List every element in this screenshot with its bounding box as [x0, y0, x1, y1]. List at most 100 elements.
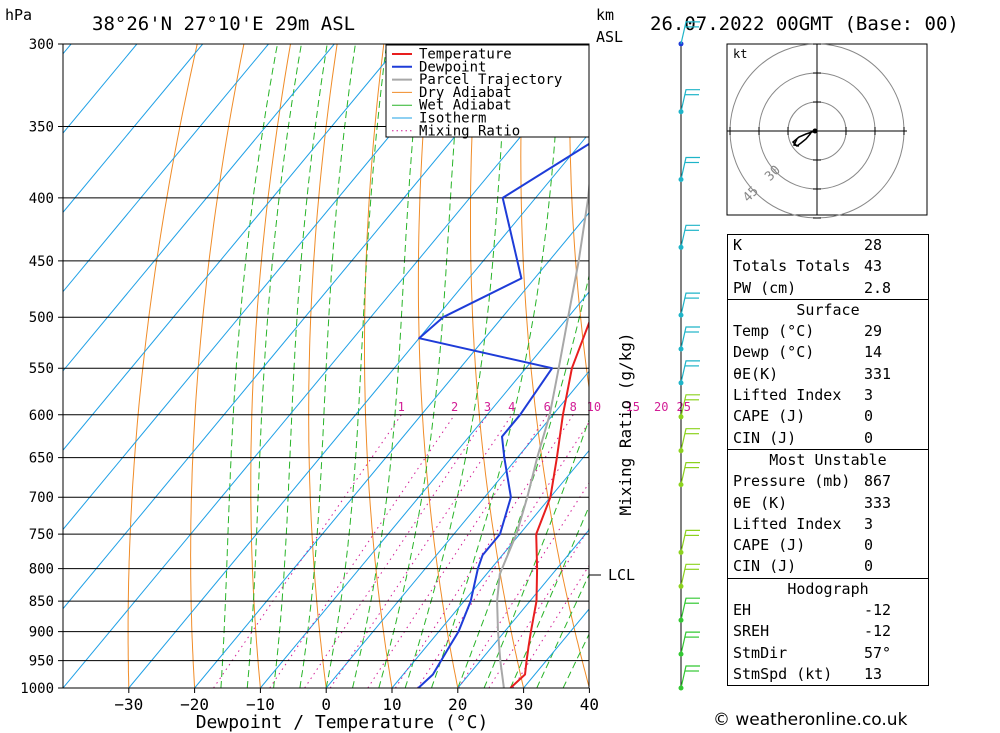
dry-adiabat-line	[308, 44, 338, 688]
mixing-ratio-line	[367, 414, 548, 688]
pressure-tick-label: 550	[29, 361, 54, 377]
dry-adiabat-line	[127, 44, 198, 688]
dry-adiabat-line	[990, 44, 1000, 688]
hodograph-ticks	[729, 43, 905, 219]
wind-barb	[680, 89, 700, 112]
mixing-ratio-tick-label: 15	[626, 400, 640, 414]
dewpoint-line	[417, 142, 589, 688]
lcl-label: LCL	[608, 566, 635, 584]
isotherm-line	[63, 53, 589, 688]
mixing-ratio-tick-label: 3	[484, 400, 491, 414]
x-tick-label: 40	[580, 695, 599, 714]
x-axis-label: Dewpoint / Temperature (°C)	[196, 712, 489, 733]
hodograph-trace	[792, 138, 800, 147]
x-tick-label: 30	[514, 695, 533, 714]
x-tick-label: 20	[448, 695, 467, 714]
most-unstable-row: θE (K) 333	[733, 493, 892, 512]
wind-barb	[680, 21, 700, 45]
pressure-tick-label: 1000	[20, 681, 54, 697]
index-row-k: K 28	[733, 236, 883, 254]
most-unstable-row: Lifted Index 3	[733, 514, 874, 533]
surface-row: Temp (°C) 29	[733, 322, 883, 341]
hodograph-table-title: Hodograph	[728, 577, 928, 600]
isotherm-line	[260, 291, 589, 688]
mixing-ratio-tick-label: 2	[451, 400, 458, 414]
mixing-ratio-line	[304, 414, 488, 688]
dry-adiabat-line	[943, 44, 1000, 688]
pressure-tick-label: 300	[29, 37, 54, 53]
wind-barb	[680, 631, 700, 655]
x-tick-label: −30	[114, 695, 143, 714]
isotherm-line	[194, 212, 589, 688]
surface-title: Surface	[728, 298, 928, 321]
x-tick-label: 0	[321, 695, 331, 714]
wind-barb	[680, 563, 700, 587]
hodograph-frame	[726, 43, 928, 216]
wind-barb	[680, 529, 700, 553]
dry-adiabat-line	[250, 44, 291, 688]
wind-barb	[680, 597, 700, 621]
pressure-tick-label: 350	[29, 119, 54, 135]
parcel-trajectory-line	[496, 178, 589, 688]
credit-link[interactable]: © weatheronline.co.uk	[713, 710, 908, 730]
wet-adiabat-line	[431, 44, 563, 688]
isotherm-line	[63, 44, 204, 214]
legend-entry: Mixing Ratio	[419, 123, 520, 139]
height-unit-label-asl: ASL	[596, 28, 623, 46]
mixing-ratio-line	[213, 414, 402, 688]
mixing-ratio-tick-label: 20	[654, 400, 668, 414]
mixing-ratio-tick-label: 10	[587, 400, 601, 414]
temperature-line	[509, 320, 589, 688]
pressure-tick-label: 950	[29, 654, 54, 670]
pressure-tick-label: 750	[29, 527, 54, 543]
pressure-tick-label: 850	[29, 594, 54, 610]
isotherm-line	[457, 529, 589, 688]
mixing-ratio-tick-label: 1	[398, 400, 405, 414]
surface-row: Dewp (°C) 14	[733, 343, 883, 362]
hodograph: kt 30 45	[726, 43, 928, 219]
legend-entry: Wet Adiabat	[419, 98, 512, 114]
hodograph-row: SREH -12	[733, 622, 892, 641]
isotherms	[63, 44, 589, 688]
wind-barb	[680, 665, 700, 689]
profile-lines	[417, 142, 589, 688]
location-title: 38°26'N 27°10'E 29m ASL	[92, 13, 355, 35]
hodograph-row: StmDir 57°	[733, 643, 892, 662]
index-row-totals: Totals Totals 43	[733, 257, 883, 276]
mixing-ratio-labels: 1 2 3 4 6 8 10 15 20 25	[398, 400, 691, 414]
pressure-tick-label: 500	[29, 310, 54, 326]
most-unstable-row: Pressure (mb) 867	[733, 472, 892, 491]
most-unstable-row: CAPE (J) 0	[733, 536, 874, 555]
surface-row: CIN (J) 0	[733, 428, 874, 447]
pressure-tick-label: 800	[29, 562, 54, 578]
mixing-ratio-line	[269, 414, 456, 688]
wet-adiabat-line	[220, 44, 278, 688]
dry-adiabat-line	[470, 44, 525, 688]
hodograph-unit: kt	[733, 47, 747, 61]
surface-row: CAPE (J) 0	[733, 407, 874, 426]
x-tick-label: 10	[382, 695, 401, 714]
wind-barb	[680, 462, 700, 485]
isotherm-line	[391, 449, 589, 688]
isotherm-line	[128, 132, 589, 688]
wind-barb	[680, 156, 700, 180]
x-tick-label: −20	[180, 695, 209, 714]
isotherm-line	[63, 44, 533, 610]
wet-adiabat-line	[273, 44, 328, 688]
hodograph-row: StmSpd (kt) 13	[733, 664, 883, 683]
wet-adiabat-line	[246, 44, 302, 688]
wind-barb	[680, 394, 700, 417]
wet-adiabat-line	[404, 44, 509, 688]
isotherm-line	[63, 44, 138, 134]
wind-barb	[680, 360, 700, 384]
pressure-tick-label: 400	[29, 191, 54, 207]
wind-barbs	[678, 21, 700, 691]
mixing-ratio-tick-label: 6	[544, 400, 551, 414]
legend-entry: Parcel Trajectory	[419, 72, 562, 88]
wind-barb	[680, 326, 700, 350]
mixing-ratio-line	[394, 414, 574, 688]
hodograph-row: EH -12	[733, 601, 892, 620]
pressure-levels: 300 350 400 450 500 550 600 650 700 750 800 850 900 9…	[20, 37, 589, 697]
